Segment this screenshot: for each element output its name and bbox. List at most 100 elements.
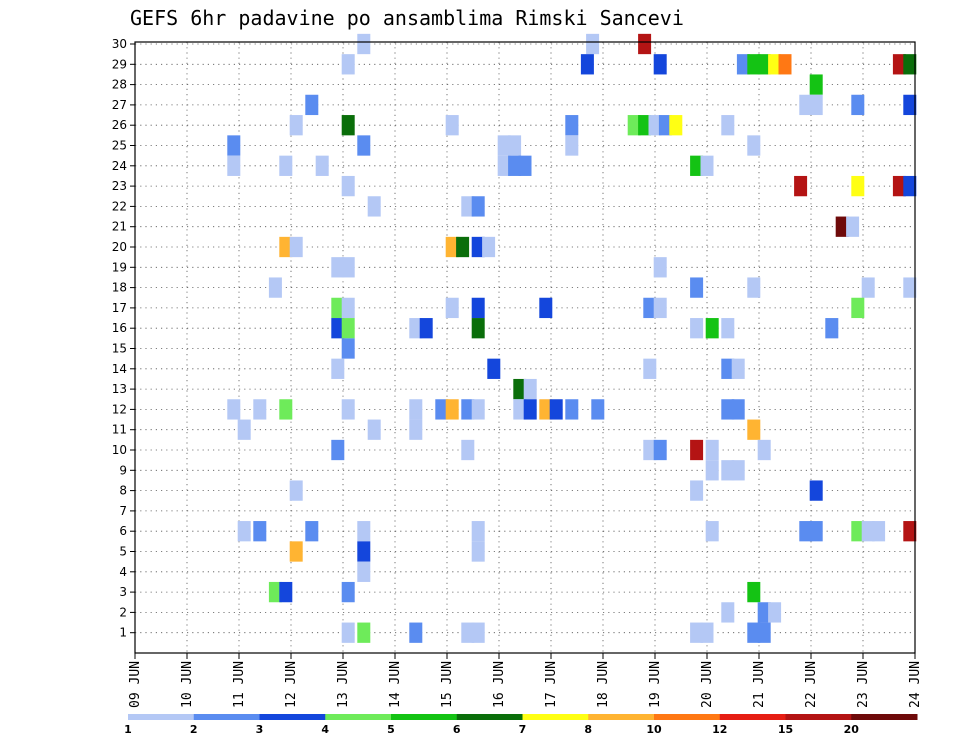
heatmap-cell bbox=[705, 460, 719, 481]
heatmap-cell bbox=[331, 439, 345, 461]
heatmap-cell bbox=[648, 115, 662, 136]
heatmap-cell bbox=[705, 439, 719, 461]
heatmap-cell bbox=[721, 602, 735, 623]
colorbar-tick-label: 2 bbox=[190, 723, 198, 736]
heatmap-cell bbox=[539, 297, 553, 319]
heatmap-cell bbox=[747, 581, 761, 603]
heatmap-cell bbox=[721, 460, 735, 481]
y-tick-label: 30 bbox=[112, 37, 127, 51]
heatmap-cell bbox=[357, 135, 371, 156]
y-tick-label: 29 bbox=[112, 57, 127, 71]
heatmap-cell bbox=[471, 196, 485, 217]
y-tick-label: 12 bbox=[112, 402, 127, 416]
x-tick-label: 20 JUN bbox=[700, 661, 715, 708]
colorbar-segment bbox=[785, 714, 852, 720]
heatmap-cell bbox=[549, 399, 563, 420]
heatmap-cell bbox=[747, 135, 761, 156]
heatmap-cell bbox=[227, 399, 241, 420]
heatmap-cell bbox=[809, 74, 823, 95]
heatmap-cell bbox=[341, 54, 355, 75]
colorbar-segment bbox=[588, 714, 655, 720]
heatmap-cell bbox=[331, 318, 345, 339]
heatmap-cell bbox=[331, 297, 345, 319]
colorbar-segment bbox=[325, 714, 392, 720]
heatmap-cell bbox=[409, 419, 423, 440]
x-tick-label: 13 JUN bbox=[336, 661, 351, 708]
colorbar-tick-label: 10 bbox=[646, 723, 662, 736]
heatmap-cell bbox=[341, 175, 355, 197]
x-tick-label: 22 JUN bbox=[804, 661, 819, 708]
heatmap-cell bbox=[419, 318, 433, 339]
heatmap-cell bbox=[289, 480, 303, 501]
y-tick-label: 24 bbox=[112, 159, 127, 173]
y-tick-label: 1 bbox=[119, 626, 127, 640]
heatmap-cell bbox=[851, 94, 865, 116]
heatmap-cell bbox=[471, 297, 485, 319]
heatmap-cell bbox=[409, 318, 423, 339]
heatmap-cell bbox=[445, 236, 459, 258]
y-tick-label: 19 bbox=[112, 260, 127, 274]
heatmap-cell bbox=[341, 115, 355, 136]
y-tick-label: 20 bbox=[112, 240, 127, 254]
heatmap-cell bbox=[643, 439, 657, 461]
y-tick-label: 11 bbox=[112, 423, 127, 437]
x-tick-label: 09 JUN bbox=[128, 661, 143, 708]
heatmap-cell bbox=[471, 318, 485, 339]
heatmap-cell bbox=[539, 399, 553, 420]
heatmap-cell bbox=[778, 54, 792, 75]
heatmap-cell bbox=[341, 318, 355, 339]
heatmap-cell bbox=[508, 135, 522, 156]
heatmap-cell bbox=[237, 521, 251, 542]
colorbar-tick-label: 1 bbox=[124, 723, 132, 736]
heatmap-cell bbox=[586, 33, 600, 55]
x-tick-label: 14 JUN bbox=[388, 661, 403, 708]
heatmap-cell bbox=[638, 115, 652, 136]
x-tick-label: 21 JUN bbox=[752, 661, 767, 708]
heatmap-cell bbox=[357, 561, 371, 582]
heatmap-cell bbox=[643, 358, 657, 379]
heatmap-cell bbox=[903, 521, 917, 542]
heatmap-cell bbox=[513, 378, 527, 400]
colorbar-segment bbox=[522, 714, 589, 720]
heatmap-cell bbox=[482, 236, 496, 258]
heatmap-cell bbox=[565, 115, 579, 136]
heatmap-cell bbox=[331, 358, 345, 379]
heatmap-cell bbox=[643, 297, 657, 319]
x-tick-label: 16 JUN bbox=[492, 661, 507, 708]
y-tick-label: 14 bbox=[112, 362, 127, 376]
colorbar-tick-label: 6 bbox=[453, 723, 461, 736]
heatmap-cell bbox=[445, 297, 459, 319]
heatmap-cell bbox=[736, 54, 750, 75]
y-tick-label: 28 bbox=[112, 78, 127, 92]
heatmap-cell bbox=[768, 54, 782, 75]
heatmap-cell bbox=[315, 155, 329, 176]
heatmap-cell bbox=[757, 602, 771, 623]
heatmap-cell bbox=[289, 541, 303, 562]
heatmap-cell bbox=[591, 399, 605, 420]
heatmap-cell bbox=[227, 155, 241, 176]
heatmap-cell bbox=[892, 54, 906, 75]
heatmap-cell bbox=[653, 439, 667, 461]
heatmap-cell bbox=[835, 216, 849, 237]
colorbar-tick-label: 4 bbox=[321, 723, 329, 736]
y-tick-label: 15 bbox=[112, 342, 127, 356]
heatmap-cell bbox=[757, 439, 771, 461]
y-tick-label: 26 bbox=[112, 118, 127, 132]
heatmap-cell bbox=[367, 419, 381, 440]
heatmap-cell bbox=[809, 480, 823, 501]
heatmap-cell bbox=[690, 480, 704, 501]
heatmap-cell bbox=[268, 581, 282, 603]
colorbar-segment bbox=[259, 714, 326, 720]
heatmap-cell bbox=[565, 135, 579, 156]
heatmap-cell bbox=[768, 602, 782, 623]
heatmap-cell bbox=[892, 175, 906, 197]
heatmap-cell bbox=[700, 155, 714, 176]
y-tick-label: 3 bbox=[119, 585, 127, 599]
heatmap-cell bbox=[279, 581, 293, 603]
x-tick-label: 12 JUN bbox=[284, 661, 299, 708]
y-tick-label: 5 bbox=[119, 545, 127, 559]
heatmap-cell bbox=[341, 257, 355, 278]
heatmap-cell bbox=[253, 399, 267, 420]
heatmap-cell bbox=[809, 94, 823, 116]
heatmap-cell bbox=[461, 399, 475, 420]
